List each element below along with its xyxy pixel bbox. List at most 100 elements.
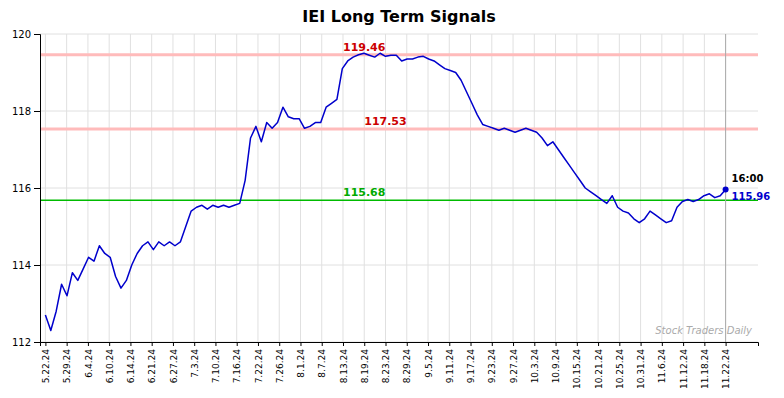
y-axis-line bbox=[34, 35, 41, 343]
x-grid-line bbox=[236, 34, 237, 342]
x-tick: 10.15.24 bbox=[572, 342, 582, 389]
x-tick-mark bbox=[662, 342, 663, 346]
x-grid-line bbox=[491, 34, 492, 342]
x-tick: 6.4.24 bbox=[84, 342, 94, 378]
x-tick-label: 11.6.24 bbox=[657, 349, 667, 384]
y-tick: 118 bbox=[12, 106, 40, 117]
end-dot bbox=[723, 187, 729, 193]
x-tick-mark bbox=[364, 342, 365, 346]
x-grid-line bbox=[279, 34, 280, 342]
x-tick-mark bbox=[428, 342, 429, 346]
x-grid-line bbox=[45, 34, 46, 342]
x-tick: 6.14.24 bbox=[126, 342, 136, 383]
x-grid-line bbox=[215, 34, 216, 342]
x-tick: 11.12.24 bbox=[679, 342, 689, 389]
x-grid-line bbox=[321, 34, 322, 342]
x-tick-label: 5.22.24 bbox=[41, 349, 51, 384]
end-annotation: 16:00 bbox=[732, 173, 764, 184]
x-grid-line bbox=[172, 34, 173, 342]
y-tick-mark bbox=[34, 34, 40, 35]
x-grid-line bbox=[598, 34, 599, 342]
x-tick: 7.3.24 bbox=[190, 342, 200, 378]
x-tick-label: 10.15.24 bbox=[572, 349, 582, 389]
x-tick: 9.11.24 bbox=[445, 342, 455, 383]
x-tick-label: 5.29.24 bbox=[62, 349, 72, 384]
x-grid-line bbox=[87, 34, 88, 342]
y-tick-mark bbox=[34, 342, 40, 343]
x-grid-line bbox=[194, 34, 195, 342]
x-tick: 10.9.24 bbox=[551, 342, 561, 383]
x-tick-mark bbox=[704, 342, 705, 346]
x-grid-line bbox=[151, 34, 152, 342]
x-tick-mark bbox=[194, 342, 195, 346]
x-tick: 11.18.24 bbox=[700, 342, 710, 389]
x-tick-label: 11.18.24 bbox=[700, 349, 710, 389]
x-tick: 8.23.24 bbox=[381, 342, 391, 383]
x-tick: 5.22.24 bbox=[41, 342, 51, 383]
x-tick-label: 6.4.24 bbox=[84, 349, 94, 378]
x-tick-label: 11.22.24 bbox=[721, 349, 731, 389]
annotations: 119.46117.53115.6816:00115.96Stock Trade… bbox=[343, 41, 770, 336]
reference-line bbox=[40, 200, 758, 202]
x-tick-mark bbox=[322, 342, 323, 346]
x-tick-mark bbox=[407, 342, 408, 346]
x-tick-label: 7.10.24 bbox=[211, 349, 221, 384]
x-tick-label: 10.25.24 bbox=[615, 349, 625, 389]
x-tick-label: 9.23.24 bbox=[487, 349, 497, 384]
x-tick-mark bbox=[386, 342, 387, 346]
x-tick-mark bbox=[215, 342, 216, 346]
x-tick-label: 8.29.24 bbox=[402, 349, 412, 384]
x-tick-label: 7.26.24 bbox=[275, 349, 285, 384]
x-tick-mark bbox=[641, 342, 642, 346]
x-grid-line bbox=[704, 34, 705, 342]
y-tick-label: 120 bbox=[12, 29, 31, 40]
x-grid-line bbox=[555, 34, 556, 342]
x-tick-label: 8.23.24 bbox=[381, 349, 391, 384]
x-tick-mark bbox=[513, 342, 514, 346]
x-tick-label: 11.12.24 bbox=[679, 349, 689, 389]
x-tick: 10.21.24 bbox=[594, 342, 604, 389]
y-tick-label: 112 bbox=[12, 337, 31, 348]
x-tick-mark bbox=[67, 342, 68, 346]
x-tick: 8.7.24 bbox=[317, 342, 327, 378]
x-tick-mark bbox=[471, 342, 472, 346]
x-tick-mark bbox=[258, 342, 259, 346]
x-tick: 7.10.24 bbox=[211, 342, 221, 383]
x-tick-mark bbox=[173, 342, 174, 346]
x-tick-label: 7.16.24 bbox=[232, 349, 242, 384]
x-grid-line bbox=[683, 34, 684, 342]
x-tick: 7.22.24 bbox=[254, 342, 264, 383]
y-grid-line bbox=[40, 34, 758, 35]
x-tick-mark bbox=[300, 342, 301, 346]
x-tick-mark bbox=[577, 342, 578, 346]
x-tick-label: 9.17.24 bbox=[466, 349, 476, 384]
x-tick-mark bbox=[343, 342, 344, 346]
x-tick: 10.31.24 bbox=[636, 342, 646, 389]
x-tick-label: 10.21.24 bbox=[594, 349, 604, 389]
x-tick-mark bbox=[683, 342, 684, 346]
x-tick-label: 8.13.24 bbox=[339, 349, 349, 384]
x-tick-mark bbox=[598, 342, 599, 346]
y-tick-mark bbox=[34, 111, 40, 112]
x-tick: 6.27.24 bbox=[169, 342, 179, 383]
x-tick-mark bbox=[619, 342, 620, 346]
x-tick-mark bbox=[152, 342, 153, 346]
x-grid-line bbox=[130, 34, 131, 342]
y-tick: 120 bbox=[12, 29, 40, 40]
x-tick-label: 7.22.24 bbox=[254, 349, 264, 384]
chart-container: 5.22.245.29.246.4.246.10.246.14.246.21.2… bbox=[0, 0, 784, 398]
reference-line bbox=[40, 53, 758, 56]
x-tick-label: 9.11.24 bbox=[445, 349, 455, 384]
x-grid-line bbox=[619, 34, 620, 342]
x-tick-label: 6.21.24 bbox=[147, 349, 157, 384]
x-grid-line bbox=[661, 34, 662, 342]
chart-title: IEI Long Term Signals bbox=[302, 7, 495, 26]
x-tick-mark bbox=[88, 342, 89, 346]
x-tick-mark bbox=[130, 342, 131, 346]
x-axis: 5.22.245.29.246.4.246.10.246.14.246.21.2… bbox=[41, 342, 759, 389]
y-tick: 112 bbox=[12, 337, 40, 348]
x-tick: 7.16.24 bbox=[232, 342, 242, 383]
x-tick: 11.6.24 bbox=[657, 342, 667, 383]
x-tick-mark bbox=[109, 342, 110, 346]
x-grid-line bbox=[406, 34, 407, 342]
